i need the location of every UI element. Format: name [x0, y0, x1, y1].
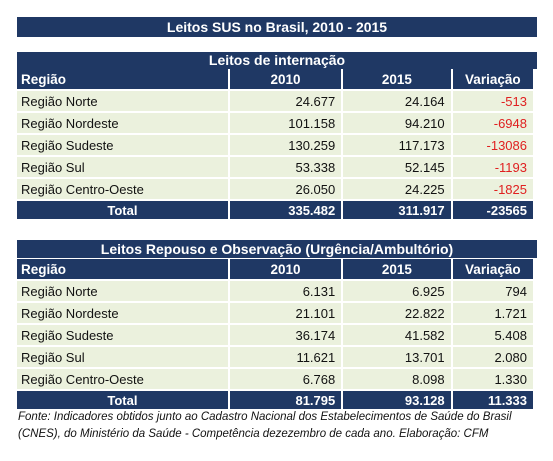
cell-variacao: -1193 [452, 157, 533, 177]
cell-regiao: Região Sul [17, 347, 228, 367]
cell-regiao: Região Centro-Oeste [17, 179, 228, 199]
col-header-2015: 2015 [343, 259, 451, 279]
cell-regiao: Região Sudeste [17, 325, 228, 345]
cell-variacao: 1.330 [452, 369, 533, 389]
cell-total-2010: 335.482 [229, 201, 342, 219]
table-leitos-internacao: Região 2010 2015 Variação Região Norte 2… [15, 67, 535, 221]
cell-2010: 130.259 [229, 135, 342, 155]
cell-2015: 94.210 [343, 113, 451, 133]
cell-2010: 101.158 [229, 113, 342, 133]
cell-variacao: -6948 [452, 113, 533, 133]
cell-total-2015: 311.917 [343, 201, 451, 219]
col-header-2010: 2010 [229, 259, 342, 279]
cell-2015: 24.164 [343, 91, 451, 111]
cell-regiao: Região Norte [17, 91, 228, 111]
table-row: Região Sudeste 130.259 117.173 -13086 [17, 135, 533, 155]
table1-header-row: Região 2010 2015 Variação [17, 69, 533, 89]
source-footnote: Fonte: Indicadores obtidos junto ao Cada… [18, 411, 512, 440]
cell-2015: 52.145 [343, 157, 451, 177]
cell-2015: 6.925 [343, 281, 451, 301]
cell-2010: 24.677 [229, 91, 342, 111]
col-header-variacao: Variação [452, 69, 533, 89]
table-row: Região Norte 6.131 6.925 794 [17, 281, 533, 301]
table-row: Região Nordeste 21.101 22.822 1.721 [17, 303, 533, 323]
cell-total-2010: 81.795 [229, 391, 342, 409]
table-row: Região Sul 11.621 13.701 2.080 [17, 347, 533, 367]
cell-variacao: 794 [452, 281, 533, 301]
col-header-2010: 2010 [229, 69, 342, 89]
table2-header-row: Região 2010 2015 Variação [17, 259, 533, 279]
table-leitos-repouso-observacao: Região 2010 2015 Variação Região Norte 6… [15, 257, 535, 411]
cell-variacao: 5.408 [452, 325, 533, 345]
cell-2010: 11.621 [229, 347, 342, 367]
cell-total-2015: 93.128 [343, 391, 451, 409]
cell-total-variacao: -23565 [452, 201, 533, 219]
cell-regiao: Região Sul [17, 157, 228, 177]
table-row: Região Sudeste 36.174 41.582 5.408 [17, 325, 533, 345]
cell-regiao: Região Nordeste [17, 113, 228, 133]
table-row: Região Nordeste 101.158 94.210 -6948 [17, 113, 533, 133]
table1-heading: Leitos de internação [17, 52, 537, 69]
table-total-row: Total 81.795 93.128 11.333 [17, 391, 533, 409]
cell-2010: 53.338 [229, 157, 342, 177]
cell-2010: 6.768 [229, 369, 342, 389]
cell-2015: 22.822 [343, 303, 451, 323]
cell-2010: 26.050 [229, 179, 342, 199]
cell-2010: 21.101 [229, 303, 342, 323]
table-row: Região Sul 53.338 52.145 -1193 [17, 157, 533, 177]
cell-variacao: -513 [452, 91, 533, 111]
col-header-regiao: Região [17, 69, 228, 89]
page-title: Leitos SUS no Brasil, 2010 - 2015 [17, 17, 537, 37]
cell-2015: 24.225 [343, 179, 451, 199]
col-header-2015: 2015 [343, 69, 451, 89]
cell-variacao: 1.721 [452, 303, 533, 323]
table-total-row: Total 335.482 311.917 -23565 [17, 201, 533, 219]
cell-2010: 6.131 [229, 281, 342, 301]
col-header-regiao: Região [17, 259, 228, 279]
cell-total-variacao: 11.333 [452, 391, 533, 409]
cell-regiao: Região Norte [17, 281, 228, 301]
col-header-variacao: Variação [452, 259, 533, 279]
cell-2015: 117.173 [343, 135, 451, 155]
cell-variacao: -13086 [452, 135, 533, 155]
table2-heading: Leitos Repouso e Observação (Urgência/Am… [17, 240, 537, 258]
cell-2015: 8.098 [343, 369, 451, 389]
cell-regiao: Região Nordeste [17, 303, 228, 323]
cell-variacao: 2.080 [452, 347, 533, 367]
cell-total-label: Total [17, 391, 228, 409]
cell-regiao: Região Sudeste [17, 135, 228, 155]
cell-variacao: -1825 [452, 179, 533, 199]
cell-2015: 13.701 [343, 347, 451, 367]
cell-total-label: Total [17, 201, 228, 219]
table-row: Região Norte 24.677 24.164 -513 [17, 91, 533, 111]
cell-regiao: Região Centro-Oeste [17, 369, 228, 389]
cell-2015: 41.582 [343, 325, 451, 345]
cell-2010: 36.174 [229, 325, 342, 345]
table-row: Região Centro-Oeste 6.768 8.098 1.330 [17, 369, 533, 389]
table-row: Região Centro-Oeste 26.050 24.225 -1825 [17, 179, 533, 199]
